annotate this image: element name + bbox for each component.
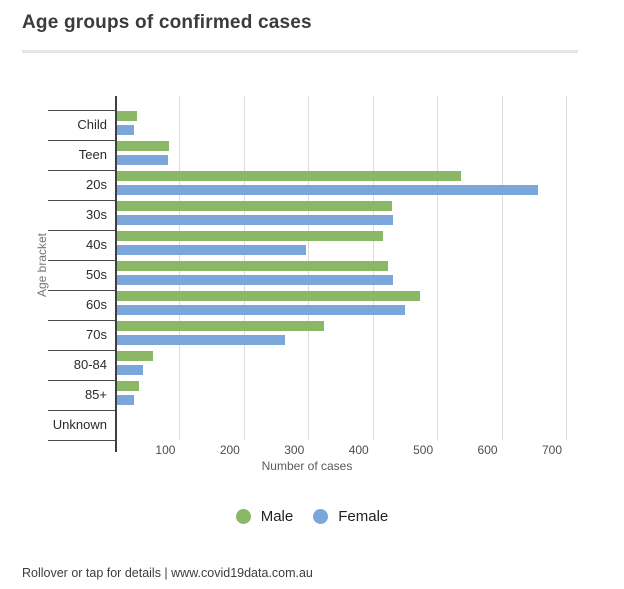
legend-item-male: Male: [235, 508, 294, 525]
category-label-60s: 60s: [86, 297, 107, 312]
row-separator: [48, 140, 117, 141]
row-separator: [48, 230, 117, 231]
bar-female-60s[interactable]: [116, 305, 406, 315]
legend-label-male: Male: [260, 508, 294, 525]
bar-male-50s[interactable]: [116, 261, 388, 271]
x-tick-600: 600: [477, 443, 498, 457]
category-label-20s: 20s: [86, 177, 107, 192]
bar-male-child[interactable]: [116, 111, 138, 121]
gridline-600: [501, 96, 503, 440]
x-tick-200: 200: [219, 443, 240, 457]
page-title: Age groups of confirmed cases: [22, 12, 312, 33]
bar-female-20s[interactable]: [116, 185, 538, 195]
bar-female-70s[interactable]: [116, 335, 285, 345]
x-tick-700: 700: [541, 443, 562, 457]
bar-male-60s[interactable]: [116, 291, 420, 301]
category-label-teen: Teen: [78, 147, 107, 162]
bar-female-child[interactable]: [116, 125, 134, 135]
row-separator: [48, 170, 117, 171]
bar-female-85+[interactable]: [116, 395, 134, 405]
row-separator: [48, 350, 117, 351]
bar-female-50s[interactable]: [116, 275, 393, 285]
x-tick-300: 300: [284, 443, 305, 457]
category-label-85+: 85+: [84, 387, 107, 402]
legend-label-female: Female: [338, 508, 389, 525]
row-separator: [48, 200, 117, 201]
row-separator: [48, 380, 117, 381]
bar-female-80-84[interactable]: [116, 365, 144, 375]
bar-male-30s[interactable]: [116, 201, 393, 211]
y-axis-title: Age bracket: [35, 232, 49, 298]
bar-male-40s[interactable]: [116, 231, 384, 241]
bar-female-40s[interactable]: [116, 245, 307, 255]
bar-male-teen[interactable]: [116, 141, 169, 151]
row-separator: [48, 110, 117, 111]
category-label-40s: 40s: [86, 237, 107, 252]
bar-female-30s[interactable]: [116, 215, 393, 225]
gridline-500: [437, 96, 439, 440]
category-label-30s: 30s: [86, 207, 107, 222]
y-axis-line: [115, 96, 117, 452]
gridline-700: [566, 96, 567, 440]
x-tick-500: 500: [413, 443, 434, 457]
female-legend-dot-icon: [313, 509, 329, 524]
category-label-70s: 70s: [86, 327, 107, 342]
category-label-child: Child: [77, 117, 107, 132]
bar-male-80-84[interactable]: [116, 351, 154, 361]
row-separator: [48, 440, 117, 441]
x-tick-100: 100: [155, 443, 176, 457]
bar-male-70s[interactable]: [116, 321, 324, 331]
bar-male-20s[interactable]: [116, 171, 461, 181]
legend-item-female: Female: [313, 508, 388, 525]
category-label-50s: 50s: [86, 267, 107, 282]
x-tick-400: 400: [348, 443, 369, 457]
title-divider: [22, 50, 578, 53]
x-axis-title: Number of cases: [261, 459, 353, 473]
row-separator: [48, 290, 117, 291]
row-separator: [48, 410, 117, 411]
row-separator: [48, 260, 117, 261]
category-label-80-84: 80-84: [73, 357, 107, 372]
legend: Male Female: [0, 508, 624, 525]
bar-female-teen[interactable]: [116, 155, 169, 165]
category-label-unknown: Unknown: [52, 417, 107, 432]
footer-attribution: Rollover or tap for details | www.covid1…: [22, 566, 313, 580]
bar-male-85+[interactable]: [116, 381, 139, 391]
row-separator: [48, 320, 117, 321]
male-legend-dot-icon: [235, 509, 251, 524]
